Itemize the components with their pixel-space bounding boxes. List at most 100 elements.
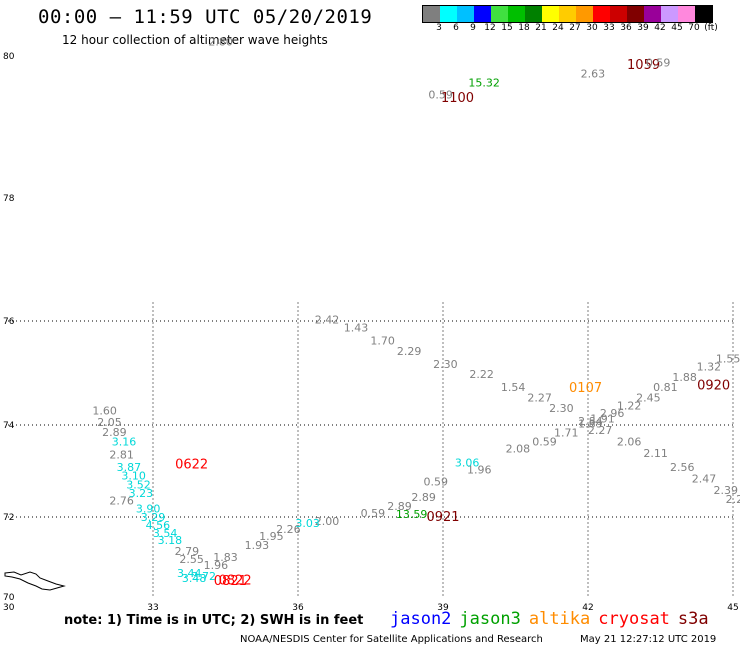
wave-height-label: 2.55: [179, 553, 204, 566]
wave-height-label: 3.52: [126, 478, 151, 491]
map-grid: [8, 302, 734, 597]
color-scale-label: (ft): [704, 23, 718, 33]
wave-height-label: 1.89: [578, 417, 603, 430]
color-scale-label: 3: [436, 23, 442, 33]
color-scale-label: 36: [620, 23, 632, 33]
corner-label: 30: [3, 603, 15, 613]
y-tick-label: 78: [3, 194, 15, 204]
generated-timestamp: May 21 12:27:12 UTC 2019: [580, 634, 717, 645]
color-swatch: [491, 6, 508, 22]
color-scale-bar: [422, 5, 713, 23]
color-scale-label: 45: [671, 23, 683, 33]
wave-height-label: 1.60: [92, 405, 117, 418]
wave-height-label: 3.44: [177, 567, 202, 580]
color-scale-label: 39: [637, 23, 649, 33]
color-swatch: [474, 6, 491, 22]
wave-height-label: 3.23: [129, 487, 154, 500]
color-swatch: [695, 6, 712, 22]
wave-height-label: 1.55: [716, 353, 740, 366]
color-swatch: [661, 6, 678, 22]
wave-height-label: 2.80: [208, 35, 233, 48]
wave-height-label: 1.96: [467, 463, 492, 476]
color-scale-label: 27: [569, 23, 581, 33]
wave-height-label: 3.87: [117, 461, 142, 474]
wave-height-label: 2.05: [97, 416, 122, 429]
y-tick-label: 70: [3, 593, 15, 603]
wave-height-label: 0.59: [424, 476, 449, 489]
wave-height-label: 2.96: [600, 407, 625, 420]
color-scale-label: 9: [470, 23, 476, 33]
wave-height-label: 13.59: [396, 508, 428, 521]
wave-height-label: 2.89: [387, 500, 412, 513]
pass-time-label: 0622: [175, 458, 208, 473]
wave-height-label: 0.59: [361, 507, 386, 520]
wave-height-label: 3.48: [182, 572, 207, 585]
y-tick-label: 76: [3, 317, 15, 327]
pass-time-label: 0921: [426, 510, 459, 525]
pass-time-label: 0821: [214, 574, 247, 589]
satellite-legend-item: jason2: [390, 609, 452, 629]
x-tick-label: 36: [292, 603, 304, 613]
wave-height-label: 2.00: [315, 515, 340, 528]
color-scale-label: 18: [518, 23, 530, 33]
wave-height-label: 0.81: [653, 381, 678, 394]
wave-height-label: 2.11: [643, 447, 668, 460]
y-tick-label: 74: [3, 421, 15, 431]
wave-height-label: 2.76: [109, 495, 134, 508]
wave-height-label: 1.95: [259, 530, 284, 543]
wave-height-label: 2.08: [506, 443, 531, 456]
wave-height-label: 0.59: [532, 436, 557, 449]
wave-height-label: 1.71: [554, 427, 579, 440]
wave-height-label: 1.96: [204, 559, 229, 572]
wave-height-label: 0.59: [646, 57, 671, 70]
color-swatch: [627, 6, 644, 22]
color-swatch: [644, 6, 661, 22]
wave-height-label: 3.29: [141, 511, 166, 524]
color-swatch: [457, 6, 474, 22]
wave-height-label: 1.54: [501, 381, 526, 394]
wave-height-label: 4.56: [146, 519, 171, 532]
wave-height-label: 1.43: [344, 321, 369, 334]
pass-time-label: 0822: [219, 574, 252, 589]
color-scale-label: 30: [586, 23, 598, 33]
credit-line: NOAA/NESDIS Center for Satellite Applica…: [240, 634, 543, 645]
pass-time-label: 1100: [441, 91, 474, 106]
color-swatch: [576, 6, 593, 22]
color-swatch: [678, 6, 695, 22]
color-scale-label: 15: [501, 23, 513, 33]
color-scale-label: 21: [535, 23, 547, 33]
wave-height-label: 2.84: [578, 415, 603, 428]
wave-height-label: 1.32: [697, 360, 722, 373]
wave-height-label: 2.45: [636, 392, 661, 405]
satellite-legend-item: s3a: [677, 609, 709, 629]
wave-height-label: 15.32: [468, 77, 500, 90]
color-swatch: [593, 6, 610, 22]
wave-height-label: 2.30: [433, 358, 458, 371]
wave-height-label: 2.39: [714, 484, 739, 497]
color-scale-label: 24: [552, 23, 564, 33]
x-tick-label: 39: [437, 603, 449, 613]
page-title: 00:00 – 11:59 UTC 05/20/2019: [38, 6, 373, 28]
wave-height-label: 2.06: [617, 436, 642, 449]
satellite-legend-item: altika: [528, 609, 591, 629]
wave-height-label: 0.59: [428, 89, 453, 102]
color-swatch: [525, 6, 542, 22]
color-swatch: [559, 6, 576, 22]
wave-height-label: 1.88: [672, 371, 697, 384]
pass-time-label: 1059: [627, 58, 660, 73]
wave-height-label: 1.22: [617, 399, 642, 412]
wave-height-label: 1.83: [213, 551, 238, 564]
color-swatch: [610, 6, 627, 22]
wave-height-label: 2.22: [469, 368, 494, 381]
wave-height-label: 3.72: [192, 570, 217, 583]
wave-height-label: 3.54: [153, 527, 178, 540]
wave-height-label: 2.79: [175, 545, 200, 558]
color-swatch: [440, 6, 457, 22]
coastline: [4, 571, 66, 591]
wave-height-label: 3.10: [121, 469, 146, 482]
y-tick-label: 80: [3, 52, 15, 62]
wave-height-label: 3.18: [158, 534, 183, 547]
color-scale-label: 12: [484, 23, 496, 33]
page-subtitle: 12 hour collection of altimeter wave hei…: [62, 33, 328, 47]
